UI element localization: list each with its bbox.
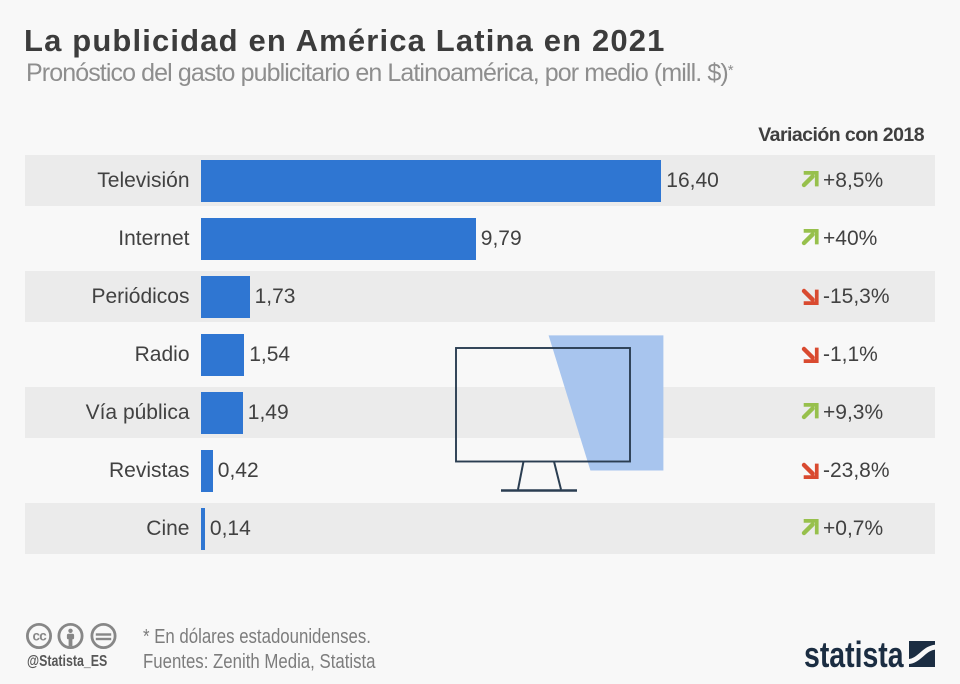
svg-text:cc: cc <box>32 628 47 643</box>
